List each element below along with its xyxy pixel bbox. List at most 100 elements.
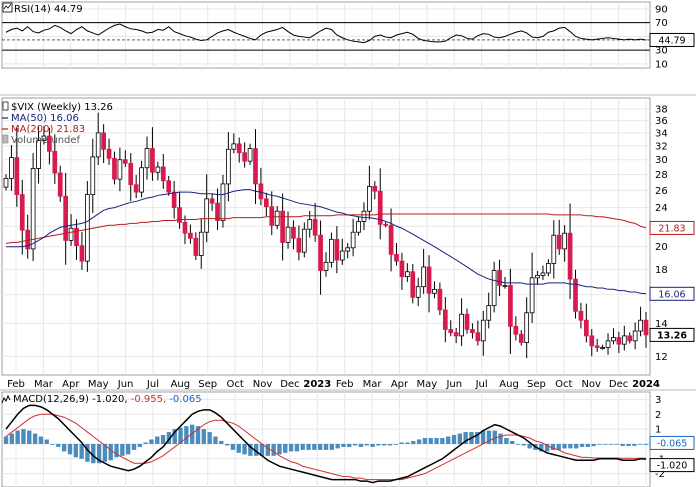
macd-histogram-bar: [114, 443, 119, 458]
macd-histogram-bar: [358, 443, 364, 447]
candle-body: [285, 226, 291, 243]
candle-body: [616, 337, 622, 345]
macd-histogram-bar: [643, 443, 649, 445]
macd-histogram-bar: [300, 443, 305, 450]
candle-body: [453, 332, 459, 337]
candle-body: [600, 347, 605, 349]
macd-legend: MACD(12,26,9) -1.020, -0.955, -0.065: [13, 394, 202, 405]
macd-legend-part: -0.955,: [128, 394, 167, 405]
macd-histogram-bar: [480, 430, 486, 444]
macd-histogram-bar: [38, 436, 44, 444]
candle-body: [177, 207, 182, 223]
macd-histogram-bar: [329, 443, 334, 450]
volume-legend-icon: [2, 134, 9, 144]
macd-histogram-bar: [178, 427, 183, 444]
x-tick-label: Sep: [527, 379, 546, 390]
candle-body: [621, 335, 627, 345]
candle-body: [421, 266, 426, 288]
x-tick-label: Jul: [146, 379, 159, 390]
macd-histogram-bar: [364, 443, 369, 446]
macd-histogram-bar: [318, 443, 323, 450]
macd-histogram-bar: [137, 443, 142, 447]
macd-histogram-bar: [207, 432, 212, 444]
candle-body: [524, 312, 530, 343]
candle-body: [611, 337, 616, 342]
axis-layer: Feb Mar Apr May Jun Jul Aug Sep Oct Nov Dec 2023 Feb…: [7, 4, 695, 480]
candle-body: [85, 194, 90, 262]
rsi-tick-label: 10: [655, 59, 668, 70]
candle-body: [405, 271, 410, 278]
macd-histogram-bar: [254, 443, 259, 456]
candle-body: [193, 237, 199, 256]
macd-legend-part: -0.065: [166, 394, 201, 405]
macd-histogram-bar: [155, 436, 160, 444]
candle-body: [334, 238, 340, 261]
macd-histogram-bar: [370, 443, 375, 447]
macd-histogram-bar: [446, 436, 451, 444]
candle-body: [30, 168, 36, 250]
price-tick-label: 38: [655, 105, 668, 116]
candle-body: [188, 232, 193, 239]
macd-histogram-bar: [9, 433, 14, 444]
x-tick-label: Apr: [62, 379, 80, 390]
macd-histogram-bar: [312, 443, 317, 450]
rsi-value-badge: [649, 32, 695, 47]
candle-body: [529, 277, 535, 314]
x-tick-label: Jun: [445, 379, 462, 390]
macd-histogram-bar: [457, 433, 462, 444]
macd-histogram-bar: [399, 442, 404, 444]
candle-body: [3, 177, 9, 188]
macd-histogram-bar: [131, 443, 137, 450]
macd-histogram-bar: [411, 440, 416, 444]
macd-histogram-bar: [387, 443, 393, 446]
x-tick-label: Dec: [280, 379, 299, 390]
rsi-frame: [1, 1, 651, 69]
candle-body: [410, 271, 416, 298]
macd-histogram-bar: [434, 438, 439, 444]
candle-body: [19, 194, 25, 231]
macd-histogram-bar: [283, 443, 288, 453]
macd-histogram-bar: [451, 435, 457, 444]
macd-histogram-bar: [405, 442, 410, 444]
candle-body: [274, 210, 280, 226]
candle-body: [546, 263, 551, 274]
macd-histogram-bar: [149, 439, 154, 444]
candle-body: [231, 143, 237, 150]
macd-histogram-bar: [440, 438, 445, 444]
macd-histogram-bar: [562, 443, 567, 449]
rsi-tick-label: 30: [655, 46, 668, 57]
candle-body: [513, 325, 519, 335]
macd-histogram-bar: [21, 429, 26, 444]
macd-histogram-bar: [382, 443, 387, 446]
candle-body: [323, 261, 329, 271]
macd-histogram-bar: [120, 443, 125, 456]
x-tick-label: 2023: [303, 379, 331, 390]
candle-body: [339, 250, 345, 261]
macd-histogram-bar: [288, 443, 294, 452]
price-legend-entry: $VIX (Weekly) 13.26: [11, 102, 113, 113]
candle-body: [57, 172, 63, 197]
macd-histogram-bar: [393, 443, 398, 445]
candle-body: [540, 272, 546, 276]
macd-histogram-bar: [341, 443, 346, 447]
candle-body: [307, 219, 313, 230]
macd-histogram-bar: [486, 430, 492, 444]
macd-histogram-bar: [3, 436, 9, 444]
candle-body: [627, 335, 633, 342]
candle-body: [464, 313, 470, 330]
price-tick-label: 18: [655, 265, 668, 276]
macd-histogram-bar: [620, 443, 625, 447]
x-tick-label: Apr: [391, 379, 409, 390]
macd-value-badge-label: -0.065: [657, 438, 688, 449]
macd-histogram-bar: [160, 435, 166, 444]
candle-body: [79, 245, 85, 262]
candle-body: [480, 319, 486, 342]
macd-histogram-bar: [463, 432, 468, 444]
price-tick-label: 28: [655, 170, 668, 181]
x-tick-label: Mar: [34, 379, 54, 390]
candle-body: [535, 274, 540, 279]
macd-histogram-bar: [416, 439, 422, 444]
candle-body: [112, 157, 117, 180]
